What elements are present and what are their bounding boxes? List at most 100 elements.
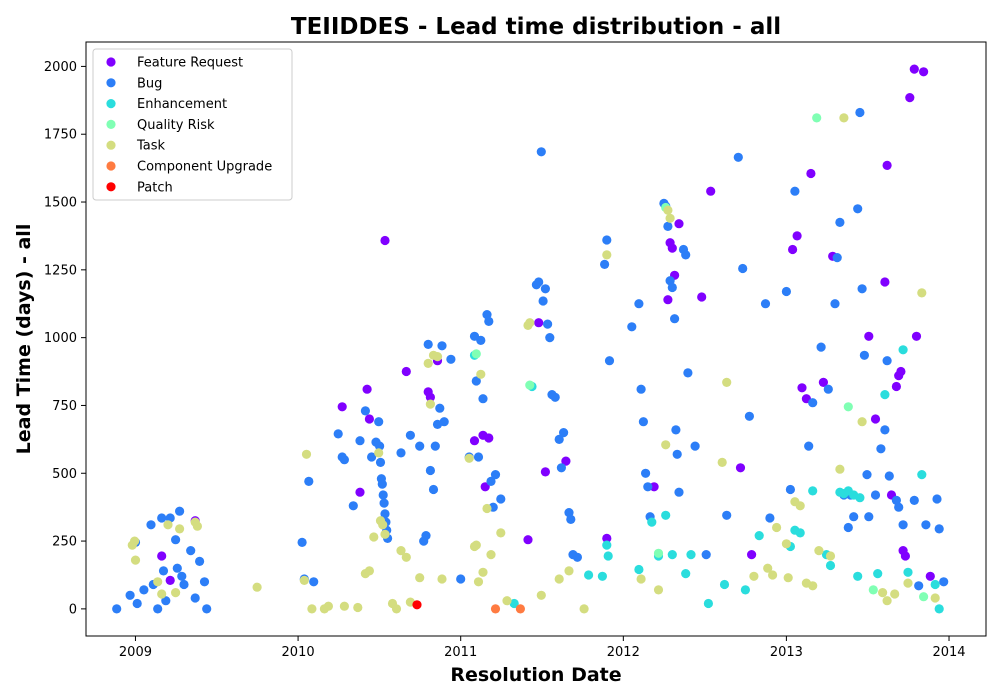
bug-point [367, 452, 377, 462]
task-point [579, 604, 589, 614]
bug-point [486, 476, 496, 486]
bug-point [634, 299, 644, 309]
task-point [763, 563, 773, 573]
enhancement-point [754, 531, 764, 541]
task-point [391, 604, 402, 614]
task-point [471, 540, 481, 550]
quality-risk-point [653, 548, 664, 558]
bug-point [496, 494, 506, 504]
legend-marker-task [106, 140, 116, 150]
feature-request-point [674, 219, 684, 229]
task-point [171, 588, 181, 598]
patch-point [412, 600, 422, 610]
bug-point [158, 566, 169, 576]
bug-point [199, 577, 210, 587]
feature-request-point [806, 168, 816, 179]
bug-point [674, 487, 684, 497]
y-tick-label: 0 [69, 602, 77, 617]
bug-point [421, 531, 431, 541]
legend-marker-enhancement [106, 99, 116, 109]
task-point [917, 288, 927, 298]
feature-request-point [602, 533, 612, 544]
bug-point [456, 574, 466, 584]
bug-point [476, 335, 486, 345]
bug-point [484, 316, 494, 326]
bug-point [435, 403, 445, 413]
task-point [378, 520, 388, 530]
bug-point [375, 457, 386, 467]
feature-request-point [880, 277, 890, 287]
legend-label-bug: Bug [137, 76, 162, 91]
quality-risk-point [471, 349, 481, 359]
bug-point [859, 350, 870, 360]
bug-point [832, 253, 842, 263]
y-tick-label: 750 [52, 399, 77, 414]
bug-point [690, 441, 700, 451]
feature-request-point [735, 463, 746, 473]
bug-point [643, 482, 653, 492]
enhancement-point [647, 517, 657, 527]
bug-point [864, 512, 874, 522]
bug-point [921, 520, 931, 530]
enhancement-point [853, 571, 863, 581]
task-point [496, 528, 506, 538]
x-tick-label: 2013 [770, 645, 803, 660]
enhancement-point [509, 598, 519, 609]
feature-request-point [788, 244, 798, 255]
bug-point [172, 563, 182, 573]
bug-point [808, 398, 818, 408]
bug-point [830, 299, 840, 309]
legend: Feature Request Bug Enhancement Quality Ris… [92, 48, 293, 201]
task-point [781, 539, 792, 549]
task-point [130, 536, 140, 546]
y-tick-label: 2000 [44, 60, 77, 75]
series-component-upgrade [490, 604, 526, 614]
bug-point [534, 277, 544, 287]
bug-point [396, 448, 406, 458]
task-point [396, 546, 406, 556]
enhancement-point [917, 470, 927, 480]
enhancement-point [808, 486, 818, 496]
bug-point [423, 339, 433, 349]
legend-label-patch: Patch [137, 180, 173, 195]
task-point [380, 529, 390, 539]
enhancement-point [903, 567, 913, 577]
task-point [653, 585, 664, 595]
bug-point [701, 550, 711, 560]
bug-point [543, 319, 553, 329]
task-point [415, 573, 425, 583]
chart-title: TEIIDDES - Lead time distribution - all [291, 14, 781, 40]
enhancement-point [740, 585, 751, 595]
task-point [717, 457, 727, 467]
task-point [432, 352, 443, 362]
task-point [192, 521, 202, 531]
task-point [814, 546, 824, 556]
bug-point [671, 425, 681, 435]
feature-request-point [919, 67, 929, 77]
bug-point [670, 314, 680, 324]
task-point [476, 369, 486, 379]
bug-point [304, 476, 314, 486]
task-point [299, 575, 309, 586]
plot-area-frame [85, 41, 987, 637]
x-tick-label: 2014 [932, 645, 965, 660]
feature-request-point [896, 366, 906, 377]
bug-point [540, 284, 551, 294]
bug-point [538, 296, 548, 306]
bug-point [934, 524, 944, 534]
y-tick-label: 1250 [44, 263, 77, 278]
bug-point [425, 465, 435, 476]
feature-request-point [364, 414, 374, 424]
bug-point [186, 546, 196, 556]
enhancement-point [873, 569, 883, 579]
bug-point [602, 235, 612, 245]
bug-point [849, 512, 859, 522]
feature-request-point [905, 93, 915, 103]
task-point [307, 604, 317, 614]
feature-request-point [697, 292, 707, 302]
bug-point [559, 428, 569, 438]
y-tick-label: 250 [52, 535, 77, 550]
bug-point [804, 441, 814, 451]
bug-point [667, 282, 677, 293]
legend-marker-feature-request [106, 57, 116, 67]
